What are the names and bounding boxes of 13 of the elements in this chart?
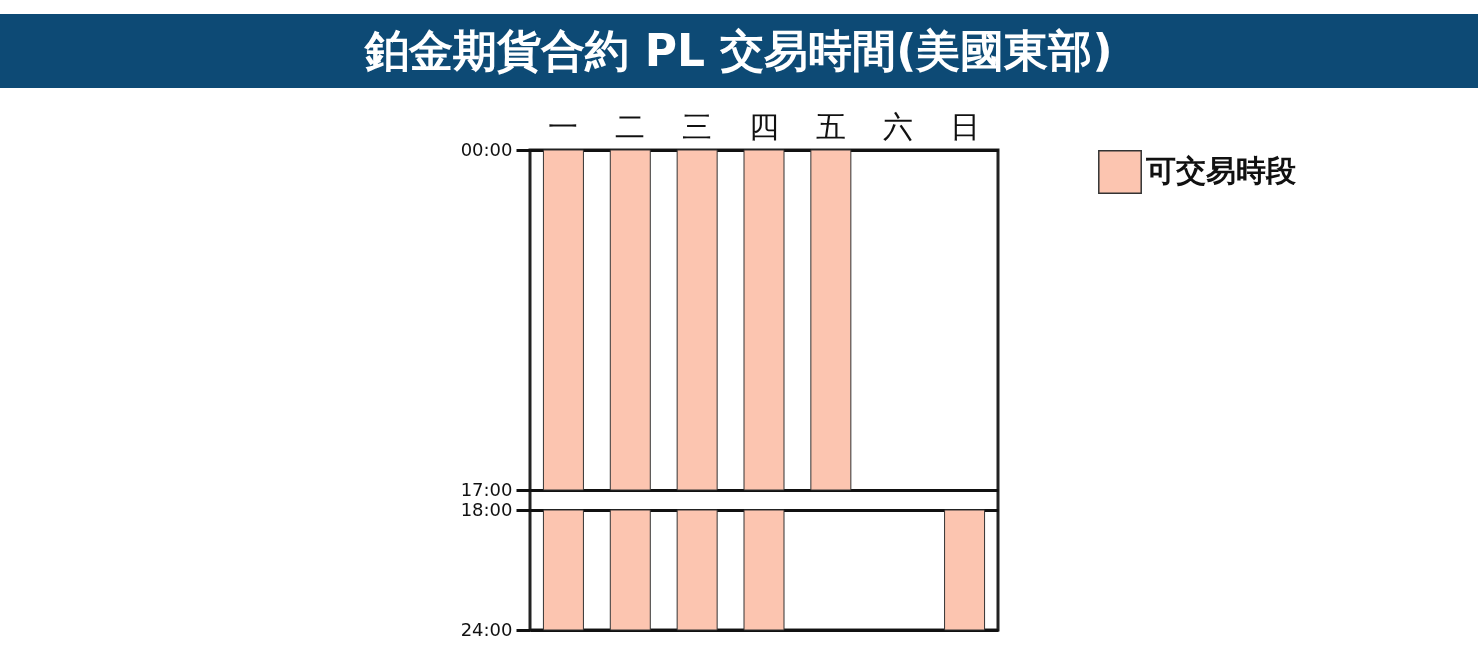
x-tick-label: 六: [882, 108, 913, 144]
x-tick-label: 二: [615, 108, 646, 144]
legend-label: 可交易時段: [1145, 153, 1296, 188]
y-tick-label: 00:00: [460, 138, 513, 160]
y-tick-label: 24:00: [460, 618, 513, 640]
x-tick-label: 四: [749, 108, 779, 144]
x-tick-label: 一: [548, 108, 579, 144]
y-tick-label: 18:00: [460, 498, 513, 520]
x-tick-label: 五: [815, 108, 846, 144]
chart-title: 鉑金期貨合約 PL 交易時間(美國東部): [0, 14, 1478, 88]
x-tick-label: 日: [949, 108, 980, 144]
y-tick-label: 17:00: [460, 478, 513, 500]
x-tick-label: 三: [682, 108, 713, 144]
